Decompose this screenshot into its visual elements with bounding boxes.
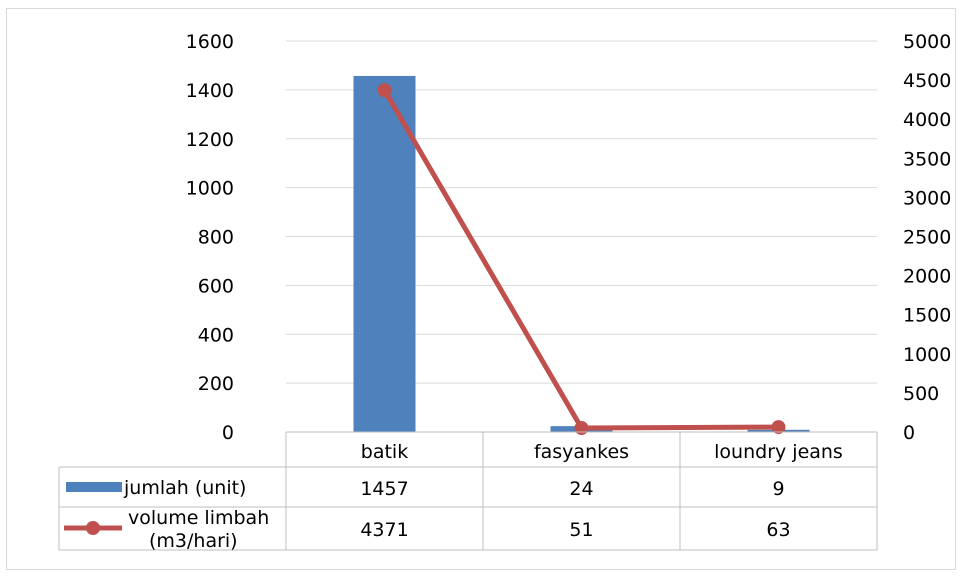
right-tick-label: 0 bbox=[903, 422, 915, 444]
left-tick-label: 600 bbox=[198, 275, 234, 297]
right-tick-label: 500 bbox=[903, 383, 939, 405]
left-tick-label: 1600 bbox=[186, 31, 234, 53]
data-label: 51 bbox=[569, 519, 593, 541]
right-tick-label: 2000 bbox=[903, 266, 951, 288]
chart-frame bbox=[6, 8, 956, 570]
category-label: fasyankes bbox=[534, 441, 629, 463]
right-tick-label: 5000 bbox=[903, 31, 951, 53]
right-tick-label: 4500 bbox=[903, 70, 951, 92]
left-tick-label: 1200 bbox=[186, 129, 234, 151]
category-label: batik bbox=[361, 441, 408, 463]
legend-key-bar bbox=[66, 482, 122, 492]
right-axis-ticks: 0 500 1000 1500 2000 2500 3000 3500 4000 4500 5000 bbox=[903, 31, 951, 444]
data-table: batik fasyankes loundry jeans jumlah (unit)… bbox=[58, 431, 878, 552]
left-tick-label: 200 bbox=[198, 373, 234, 395]
category-label: loundry jeans bbox=[714, 441, 843, 463]
data-label: 4371 bbox=[360, 519, 408, 541]
data-label: 24 bbox=[569, 478, 593, 500]
left-tick-label: 1400 bbox=[186, 80, 234, 102]
left-tick-label: 0 bbox=[222, 422, 234, 444]
data-label: 9 bbox=[772, 478, 784, 500]
data-label: 1457 bbox=[360, 478, 408, 500]
right-tick-label: 2500 bbox=[903, 227, 951, 249]
right-tick-label: 3000 bbox=[903, 187, 951, 209]
bar-batik bbox=[353, 75, 416, 433]
line-series bbox=[377, 83, 786, 436]
volume-point-fasyankes bbox=[574, 421, 589, 436]
left-axis-ticks: 0 200 400 600 800 1000 1200 1400 1600 bbox=[186, 31, 234, 444]
volume-point-loundry-jeans bbox=[771, 420, 786, 435]
legend-key-marker bbox=[86, 521, 100, 535]
volume-line bbox=[382, 88, 779, 431]
right-tick-label: 1000 bbox=[903, 344, 951, 366]
left-tick-label: 400 bbox=[198, 324, 234, 346]
legend-label-jumlah: jumlah (unit) bbox=[123, 477, 246, 499]
right-tick-label: 3500 bbox=[903, 148, 951, 170]
bar-series bbox=[353, 75, 810, 433]
left-tick-label: 1000 bbox=[186, 178, 234, 200]
left-tick-label: 800 bbox=[198, 227, 234, 249]
right-tick-label: 1500 bbox=[903, 305, 951, 327]
legend-label-volume-unit: (m3/hari) bbox=[149, 530, 238, 552]
volume-point-batik bbox=[377, 83, 392, 98]
data-label: 63 bbox=[766, 519, 790, 541]
legend-label-volume: volume limbah bbox=[128, 507, 269, 529]
right-tick-label: 4000 bbox=[903, 109, 951, 131]
